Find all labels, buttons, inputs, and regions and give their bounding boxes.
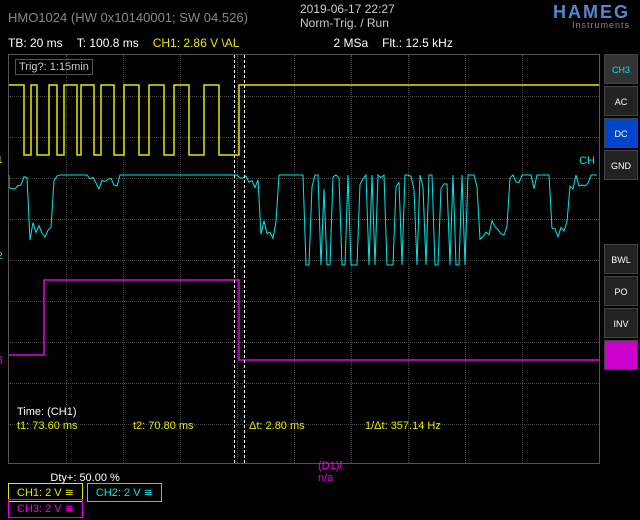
side-po[interactable]: PO (604, 276, 638, 306)
sample-rate: 2 MSa (333, 36, 368, 50)
t1-value: t1: 73.60 ms (17, 420, 117, 432)
side-ch3[interactable]: CH3 (604, 54, 638, 84)
ch2-marker: 2 (0, 251, 5, 262)
t2-value: t2: 70.80 ms (133, 420, 233, 432)
freq-value: 1/Δt: 357.14 Hz (365, 420, 465, 432)
cursor-1[interactable] (234, 55, 235, 463)
time-ch-label: Time: (CH1) (17, 406, 117, 418)
cursor-2[interactable] (244, 55, 245, 463)
side-ac[interactable]: AC (604, 86, 638, 116)
info-bar: TB: 20 ms T: 100.8 ms CH1: 2.86 V \AL 2 … (0, 34, 640, 52)
ch2-button[interactable]: CH2: 2 V ≅ (87, 483, 162, 502)
ch3-marker: 3 (0, 355, 5, 366)
trigger-mode: Norm-Trig. / Run (300, 16, 389, 30)
duty-value: Dty+: 50.00 % (50, 472, 119, 484)
model-label: HMO1024 (HW 0x10140001; SW 04.526) (8, 10, 248, 25)
ch1-marker: 1 (0, 155, 5, 166)
ch-indicator: CH (579, 155, 595, 167)
filter: Flt.: 12.5 kHz (382, 36, 453, 50)
dt-value: Δt: 2.80 ms (249, 420, 349, 432)
time-offset: T: 100.8 ms (77, 36, 139, 50)
side-buttons: CH3ACDCGND BWLPOINV (604, 52, 640, 372)
timebase: TB: 20 ms (8, 36, 63, 50)
waveform-canvas (9, 55, 599, 463)
scope-display[interactable]: Trig?: 1:15min 123 CH Time: (CH1) t1: 73… (8, 54, 600, 464)
side-dc[interactable]: DC (604, 118, 638, 148)
ch3-button[interactable]: CH3: 2 V ≅ (8, 499, 83, 518)
side-bwl[interactable]: BWL (604, 244, 638, 274)
ch1-info: CH1: 2.86 V \AL (153, 36, 240, 50)
side-inv[interactable]: INV (604, 308, 638, 338)
d1-value: (D1)f: n/a (318, 460, 346, 484)
measurements: Time: (CH1) t1: 73.60 ms t2: 70.80 ms Δt… (17, 405, 591, 433)
brand-sub: Instruments (572, 20, 630, 30)
side-blank[interactable] (604, 340, 638, 370)
side-gnd[interactable]: GND (604, 150, 638, 180)
datetime: 2019-06-17 22:27 (300, 2, 395, 16)
